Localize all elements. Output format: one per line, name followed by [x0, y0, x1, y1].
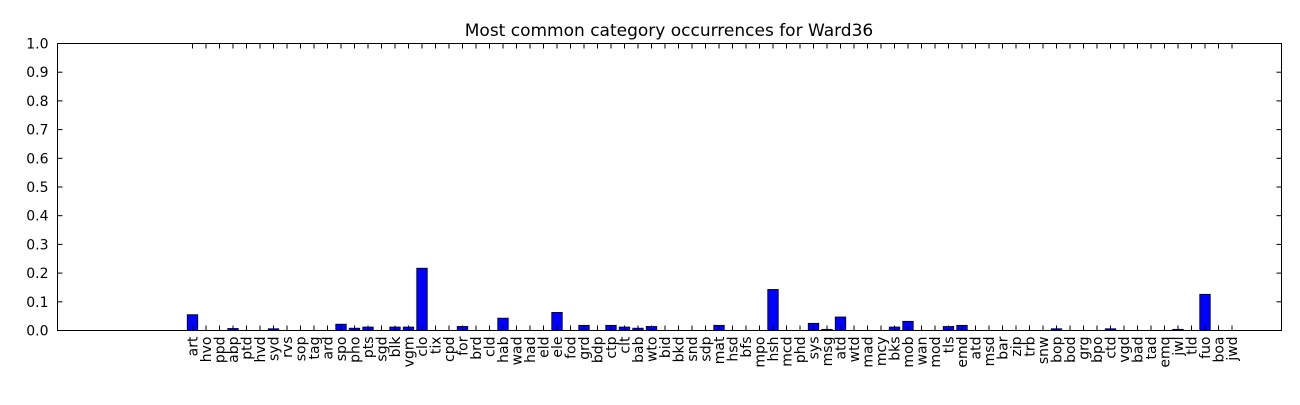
x-tick-label-ctp: ctp	[604, 336, 620, 358]
x-tick-label-pho: pho	[348, 337, 364, 363]
x-tick-label-emd: emd	[955, 337, 971, 368]
chart-title: Most common category occurrences for War…	[465, 21, 873, 41]
x-tick-label-wtd: wtd	[847, 337, 863, 363]
x-axis: arthvoppdabpptdhvdsydrvssoptagardspophop…	[186, 43, 1241, 368]
x-tick-label-phd: phd	[793, 337, 809, 364]
x-tick-label-bad: bad	[1131, 337, 1147, 363]
x-tick-label-ppd: ppd	[213, 337, 229, 364]
x-tick-label-brd: brd	[469, 337, 485, 360]
x-tick-label-wad: wad	[510, 337, 526, 366]
x-tick-label-atd: atd	[969, 337, 985, 360]
x-tick-label-bkd: bkd	[672, 337, 688, 363]
x-tick-label-vgm: vgm	[402, 337, 418, 368]
x-tick-label-had: had	[523, 337, 539, 363]
x-tick-label-grd: grd	[577, 337, 593, 360]
x-tick-label-blk: blk	[388, 336, 404, 358]
plot-area-frame	[57, 43, 1282, 331]
x-tick-label-vgd: vgd	[1117, 337, 1133, 363]
x-tick-label-sop: sop	[294, 336, 310, 361]
y-tick-label: 0.6	[26, 151, 48, 167]
y-axis: 0.0 0.1 0.2 0.3 0.4 0.5 0.6 0.7 0.8 0.9 1.0	[26, 37, 1282, 340]
x-tick-label-pts: pts	[361, 337, 377, 359]
x-tick-label-mpo: mpo	[753, 337, 769, 368]
x-tick-label-tls: tls	[942, 337, 958, 354]
x-tick-label-hvd: hvd	[253, 337, 269, 363]
x-tick-label-ard: ard	[321, 337, 337, 360]
x-tick-label-jwl: jwl	[1171, 337, 1187, 357]
x-tick-label-mcy: mcy	[874, 337, 890, 367]
x-tick-label-art: art	[186, 336, 202, 356]
x-tick-label-tix: tix	[429, 337, 445, 355]
x-tick-label-jwd: jwd	[1225, 337, 1241, 362]
x-tick-label-hab: hab	[496, 336, 512, 362]
x-tick-label-grg: grg	[1077, 337, 1093, 360]
x-tick-label-rvs: rvs	[280, 337, 296, 358]
bars	[186, 267, 1211, 331]
y-tick-label: 1.0	[26, 37, 48, 53]
x-tick-label-trb: trb	[1023, 336, 1039, 356]
y-tick-label: 0.2	[26, 266, 48, 282]
x-tick-label-zip: zip	[1009, 336, 1025, 356]
x-tick-label-boa: boa	[1212, 337, 1228, 363]
y-tick-label: 0.3	[26, 237, 48, 253]
x-tick-label-bod: bod	[1063, 337, 1079, 363]
bar-fuo	[1199, 293, 1211, 331]
x-tick-label-hsh: hsh	[766, 337, 782, 362]
x-tick-label-cpd: cpd	[442, 337, 458, 362]
y-tick-label: 0.0	[26, 324, 48, 340]
x-tick-label-bar: bar	[996, 336, 1012, 359]
x-tick-label-sgd: sgd	[375, 337, 391, 362]
x-tick-label-msg: msg	[820, 337, 836, 367]
x-tick-label-tld: tld	[1185, 337, 1201, 355]
x-tick-label-clo: clo	[415, 337, 431, 357]
x-tick-label-bks: bks	[888, 337, 904, 361]
x-tick-label-cld: cld	[483, 337, 499, 357]
x-tick-label-bab: bab	[631, 336, 647, 362]
x-tick-label-wan: wan	[915, 337, 931, 366]
y-tick-label: 0.9	[26, 65, 48, 81]
x-tick-label-spo: spo	[334, 337, 350, 362]
x-tick-label-snd: snd	[685, 337, 701, 362]
y-tick-label: 0.4	[26, 209, 48, 225]
x-tick-label-hsd: hsd	[726, 337, 742, 362]
bar-clo	[416, 267, 428, 331]
x-tick-label-syd: syd	[267, 337, 283, 361]
x-tick-label-bdp: bdp	[591, 336, 607, 363]
bar-hsh	[767, 289, 779, 331]
x-tick-label-fuo: fuo	[1198, 337, 1214, 359]
x-tick-label-eld: eld	[537, 337, 553, 358]
x-tick-label-ctd: ctd	[1104, 337, 1120, 359]
x-tick-label-mat: mat	[712, 336, 728, 364]
x-tick-label-snw: snw	[1036, 337, 1052, 365]
x-tick-label-for: for	[456, 336, 472, 355]
x-tick-label-sdp: sdp	[699, 336, 715, 361]
x-tick-label-sys: sys	[807, 337, 823, 360]
x-tick-label-bid: bid	[658, 337, 674, 359]
y-tick-label: 0.1	[26, 295, 48, 311]
x-tick-label-fod: fod	[564, 337, 580, 359]
x-tick-label-tag: tag	[307, 337, 323, 360]
x-tick-label-hvo: hvo	[199, 337, 215, 363]
x-tick-label-mob: mob	[901, 336, 917, 367]
x-tick-label-mcd: mcd	[780, 337, 796, 367]
y-tick-label: 0.7	[26, 123, 48, 139]
x-tick-label-mod: mod	[928, 337, 944, 368]
x-tick-label-clt: clt	[618, 336, 634, 354]
x-tick-label-msd: msd	[982, 337, 998, 367]
x-tick-label-atd: atd	[834, 337, 850, 360]
x-tick-label-mad: mad	[861, 337, 877, 368]
x-tick-label-ele: ele	[550, 337, 566, 358]
x-tick-label-ptd: ptd	[240, 337, 256, 360]
x-tick-label-abp: abp	[226, 336, 242, 362]
x-tick-label-emq: emq	[1158, 337, 1174, 368]
x-tick-label-bfs: bfs	[739, 337, 755, 358]
y-tick-label: 0.5	[26, 180, 48, 196]
x-tick-label-tad: tad	[1144, 337, 1160, 360]
x-tick-label-bop: bop	[1050, 336, 1066, 362]
y-tick-label: 0.8	[26, 94, 48, 110]
x-tick-label-bpo: bpo	[1090, 337, 1106, 363]
x-tick-label-wto: wto	[645, 337, 661, 363]
